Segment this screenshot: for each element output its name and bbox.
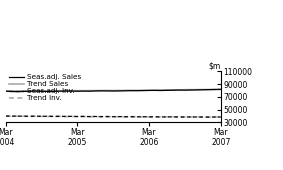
Text: $m: $m — [209, 62, 221, 71]
Legend: Seas.adj. Sales, Trend Sales, Seas.adj. Inv., Trend Inv.: Seas.adj. Sales, Trend Sales, Seas.adj. … — [9, 74, 82, 101]
